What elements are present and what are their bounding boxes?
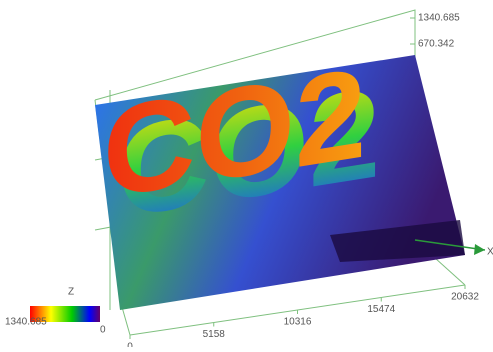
- z-tick-label: 1340.685: [418, 13, 460, 24]
- x-tick-label: 5158: [203, 329, 226, 340]
- surface-shadow: [330, 220, 465, 262]
- z-tick-label: 670.342: [418, 39, 455, 50]
- x-tick-label: 10316: [284, 317, 312, 328]
- x-tick-label: 20632: [451, 292, 479, 303]
- x-axis-arrowhead: [474, 244, 485, 255]
- legend-label: 1340.685: [5, 317, 47, 328]
- x-tick-label: 0: [127, 342, 133, 347]
- x-axis-label: X: [487, 247, 493, 258]
- x-tick-label: 15474: [367, 304, 395, 315]
- legend-label: 0: [100, 325, 106, 336]
- x-axis-arrow: [414, 239, 486, 251]
- legend-colorbar: [30, 306, 100, 322]
- z-axis-label: Z: [68, 287, 74, 298]
